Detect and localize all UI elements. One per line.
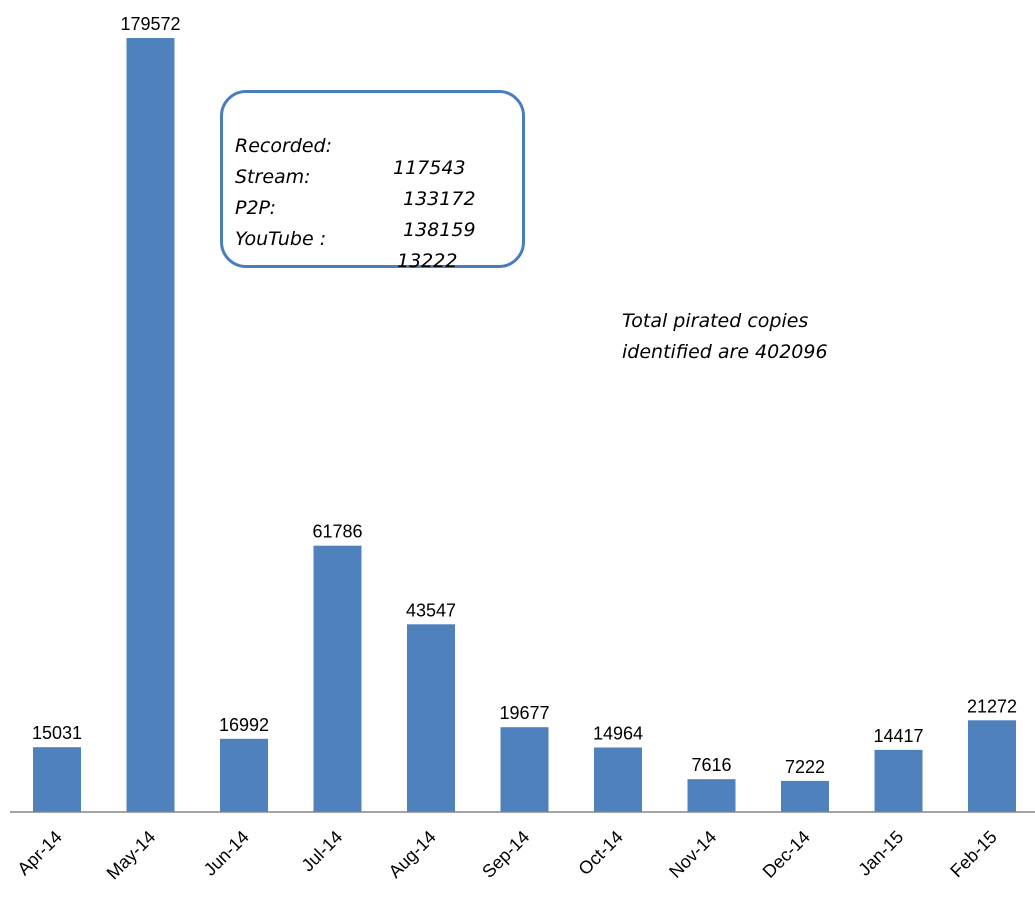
bar-aug-14 xyxy=(407,624,455,812)
bar-jul-14 xyxy=(313,545,362,812)
x-tick-label-dec-14: Dec-14 xyxy=(759,827,814,882)
data-label-may-14: 179572 xyxy=(120,14,180,34)
bar-oct-14 xyxy=(594,747,642,812)
legend-value-recorded: 117543 xyxy=(393,157,466,179)
total-copies-note: Total pirated copies identified are 4020… xyxy=(622,306,942,368)
bar-jan-15 xyxy=(874,749,923,812)
legend-row-youtube: YouTube : 13222 xyxy=(223,206,522,272)
bar-nov-14 xyxy=(687,779,736,812)
total-note-line-2: identified are 402096 xyxy=(622,341,828,363)
data-label-aug-14: 43547 xyxy=(406,600,456,620)
x-tick-labels-group: Apr-14 May-14 Jun-14 Jul-14 Aug-14 Sep-14 Oct-… xyxy=(13,827,1000,884)
data-label-jun-14: 16992 xyxy=(219,715,269,735)
x-tick-label-oct-14: Oct-14 xyxy=(574,827,626,879)
data-label-nov-14: 7616 xyxy=(691,755,731,775)
data-label-feb-15: 21272 xyxy=(967,696,1017,716)
data-labels-group: 15031 179572 16992 61786 43547 19677 14964 7616… xyxy=(32,14,1017,777)
x-tick-label-jul-14: Jul-14 xyxy=(298,827,347,876)
data-label-dec-14: 7222 xyxy=(785,757,825,777)
data-label-apr-14: 15031 xyxy=(32,723,82,743)
data-label-jan-15: 14417 xyxy=(873,726,923,746)
data-label-jul-14: 61786 xyxy=(312,522,362,542)
x-tick-label-may-14: May-14 xyxy=(103,827,160,884)
bars-group xyxy=(33,38,1016,812)
legend-label-stream: Stream: xyxy=(235,166,311,188)
total-note-line-1: Total pirated copies xyxy=(622,310,809,332)
x-tick-label-nov-14: Nov-14 xyxy=(665,827,720,882)
bar-apr-14 xyxy=(33,747,81,812)
legend-value-p2p: 138159 xyxy=(403,219,476,241)
bar-jun-14 xyxy=(220,738,268,812)
legend-value-youtube: 13222 xyxy=(397,250,458,272)
x-tick-label-aug-14: Aug-14 xyxy=(385,827,440,882)
source-breakdown-box: Recorded: 117543 Stream: 133172 P2P: 138… xyxy=(220,90,525,272)
bar-dec-14 xyxy=(781,780,829,812)
x-tick-label-jan-15: Jan-15 xyxy=(854,827,907,880)
bar-feb-15 xyxy=(968,720,1016,812)
legend-row-stream: Stream: 133172 xyxy=(223,144,522,210)
legend-row-p2p: P2P: 138159 xyxy=(223,175,522,241)
legend-label-youtube: YouTube : xyxy=(235,228,327,250)
legend-value-stream: 133172 xyxy=(403,188,476,210)
bar-sep-14 xyxy=(500,727,549,812)
legend-label-p2p: P2P: xyxy=(235,197,277,219)
x-tick-label-apr-14: Apr-14 xyxy=(13,827,65,879)
legend-row-recorded: Recorded: 117543 xyxy=(223,113,522,179)
data-label-sep-14: 19677 xyxy=(499,703,549,723)
x-tick-label-feb-15: Feb-15 xyxy=(946,827,1000,881)
bar-may-14 xyxy=(126,38,175,812)
x-tick-label-jun-14: Jun-14 xyxy=(200,827,253,880)
x-tick-label-sep-14: Sep-14 xyxy=(478,827,533,882)
data-label-oct-14: 14964 xyxy=(593,724,643,744)
legend-label-recorded: Recorded: xyxy=(235,135,332,157)
